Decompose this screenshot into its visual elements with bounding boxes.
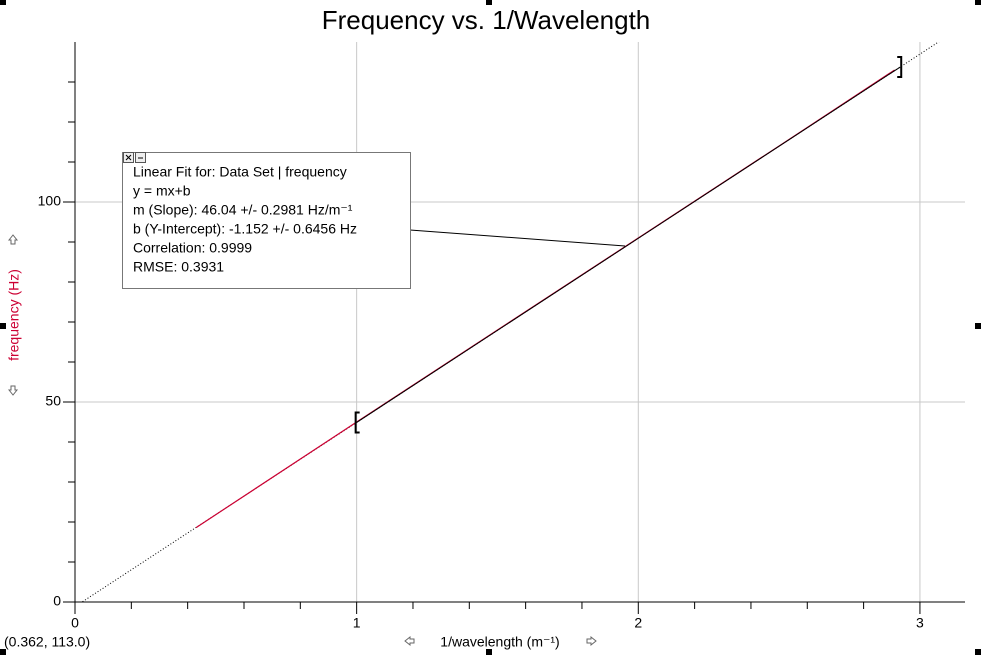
fit-text: y = mx+b	[133, 183, 191, 199]
y-tick-label: 0	[53, 593, 61, 609]
chart-title: Frequency vs. 1/Wavelength	[322, 5, 651, 35]
leader-line	[409, 229, 626, 247]
x-tick-label: 2	[634, 615, 642, 631]
fit-text: Linear Fit for: Data Set | frequency	[133, 164, 347, 180]
fit-box-controls[interactable]	[123, 152, 146, 163]
fit-text: RMSE: 0.3931	[133, 259, 224, 275]
fit-bracket	[354, 411, 360, 434]
fit-line	[356, 66, 901, 423]
y-tick-label: 100	[38, 193, 62, 209]
y-axis-label: frequency (Hz)	[6, 269, 22, 361]
status-coordinates: (0.362, 113.0)	[4, 634, 90, 650]
x-tick-label: 3	[916, 615, 924, 631]
fit-box	[122, 152, 411, 289]
x-tick-label: 0	[71, 615, 79, 631]
fit-bracket	[897, 56, 903, 79]
x-axis-label: 1/wavelength (m⁻¹)	[440, 634, 559, 650]
fit-text: Correlation: 0.9999	[133, 240, 252, 256]
y-tick-label: 50	[45, 393, 61, 409]
x-tick-label: 1	[353, 615, 361, 631]
fit-text: m (Slope): 46.04 +/- 0.2981 Hz/m⁻¹	[133, 202, 353, 218]
fit-text: b (Y-Intercept): -1.152 +/- 0.6456 Hz	[133, 221, 357, 237]
scroll-arrows[interactable]	[7, 234, 597, 647]
